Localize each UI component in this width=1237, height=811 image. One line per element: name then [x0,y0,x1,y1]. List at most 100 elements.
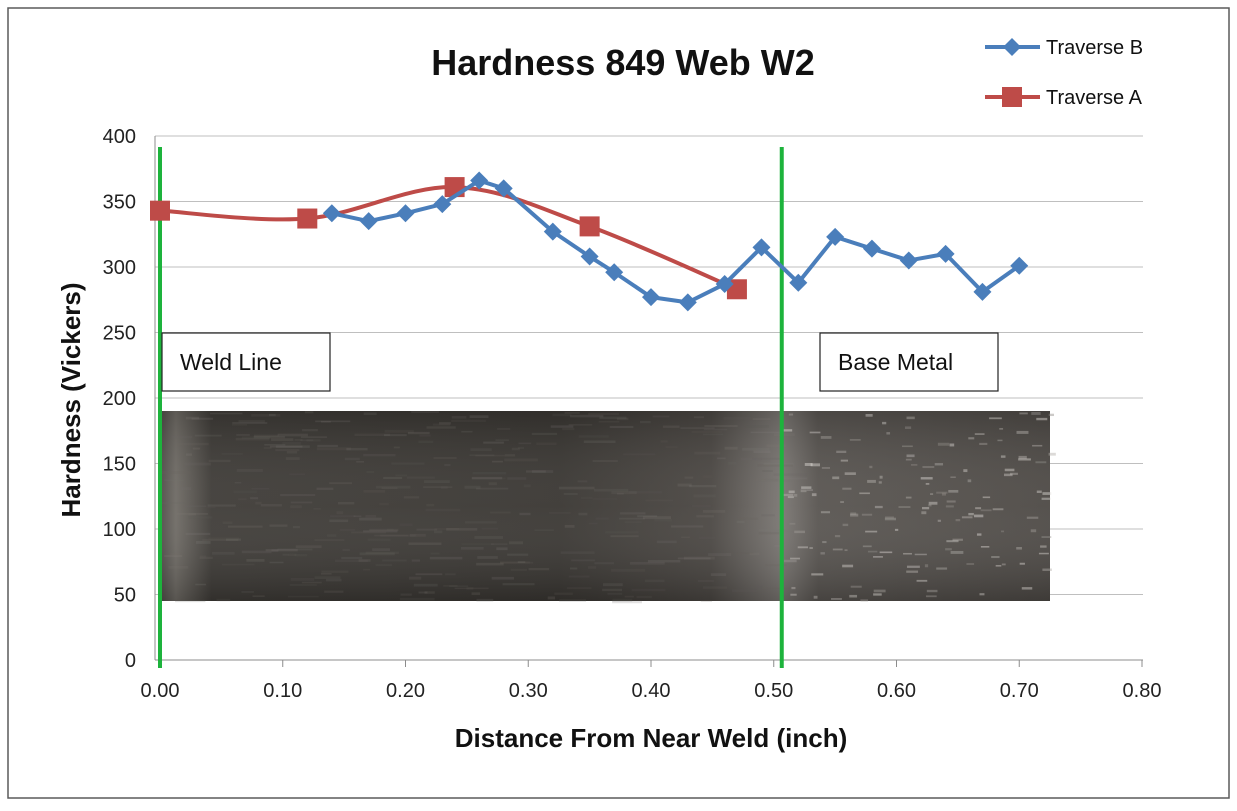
texture-streak [1032,444,1043,447]
texture-streak [758,532,780,535]
texture-streak [704,425,738,428]
texture-streak [677,557,711,560]
texture-streak [277,433,308,437]
texture-streak [451,419,486,422]
texture-streak [936,491,948,494]
texture-streak [476,598,494,602]
texture-streak [925,482,930,485]
texture-streak [246,559,265,562]
texture-streak [358,559,371,562]
texture-streak [619,517,645,520]
texture-streak [346,447,368,451]
texture-streak [339,528,355,531]
texture-streak [612,598,633,602]
legend-diamond-marker [1003,38,1021,56]
texture-streak [432,423,451,426]
texture-streak [321,573,332,575]
texture-streak [810,463,821,467]
x-tick-label: 0.60 [877,680,916,702]
texture-streak [430,552,440,555]
texture-streak [471,477,506,480]
texture-streak [1018,455,1027,459]
texture-streak [804,462,813,466]
texture-streak [660,440,668,443]
texture-streak [770,530,788,534]
texture-streak [840,501,844,503]
texture-streak [702,510,726,513]
texture-streak [160,502,185,504]
texture-streak [497,428,511,430]
texture-streak [922,466,935,469]
data-point [322,204,341,223]
texture-streak [518,442,532,445]
texture-streak [1019,562,1025,565]
texture-streak [610,535,639,538]
texture-streak [728,461,737,465]
texture-streak [757,464,793,467]
texture-streak [850,585,862,588]
texture-streak [813,595,818,599]
texture-streak [496,547,508,551]
texture-streak [945,505,954,508]
texture-streak [255,501,262,505]
texture-streak [381,487,398,489]
texture-streak [783,559,797,563]
texture-streak [989,417,1002,420]
texture-streak [186,453,193,456]
texture-streak [369,528,399,532]
y-tick-label: 200 [103,388,136,410]
texture-streak [290,501,313,504]
texture-streak [975,507,982,510]
texture-streak [300,436,327,438]
texture-streak [916,579,928,582]
texture-streak [236,468,263,472]
texture-streak [752,418,771,421]
texture-streak [292,525,300,529]
texture-streak [850,513,859,517]
texture-streak [609,425,634,429]
texture-streak [374,534,409,537]
texture-streak [208,537,240,540]
texture-streak [504,458,538,462]
texture-streak [832,548,843,551]
texture-streak [199,555,207,558]
texture-streak [253,435,285,439]
texture-streak [275,449,300,452]
texture-streak [382,559,407,562]
texture-streak [510,568,528,571]
data-point [899,251,918,270]
texture-streak [945,548,952,551]
y-axis-title: Hardness (Vickers) [56,282,86,517]
texture-streak [595,517,609,520]
texture-streak [691,504,712,508]
texture-streak [269,524,288,527]
texture-streak [300,439,314,442]
texture-streak [867,479,876,483]
texture-streak [967,479,972,483]
reference-lines [158,147,784,668]
texture-streak [426,426,456,429]
texture-streak [607,592,623,595]
texture-streak [740,457,762,461]
texture-streak [789,522,796,525]
texture-streak [341,556,363,560]
texture-streak [554,592,573,595]
texture-streak [865,530,878,533]
texture-streak [914,553,927,556]
texture-streak [980,509,992,512]
texture-streak [356,460,365,463]
texture-streak [164,555,183,557]
texture-streak [882,421,887,425]
texture-streak [691,431,723,433]
texture-streak [409,576,422,580]
texture-streak [928,504,932,507]
x-tick-labels: 0.00 0.10 0.20 0.30 0.40 0.50 0.60 0.70 0.80 [141,660,1161,702]
texture-streak [476,487,509,490]
texture-streak [413,583,438,587]
texture-streak [344,457,360,461]
texture-streak [531,470,554,473]
texture-streak [559,599,587,602]
texture-streak [761,514,775,517]
texture-streak [342,548,350,551]
texture-streak [1000,455,1006,458]
